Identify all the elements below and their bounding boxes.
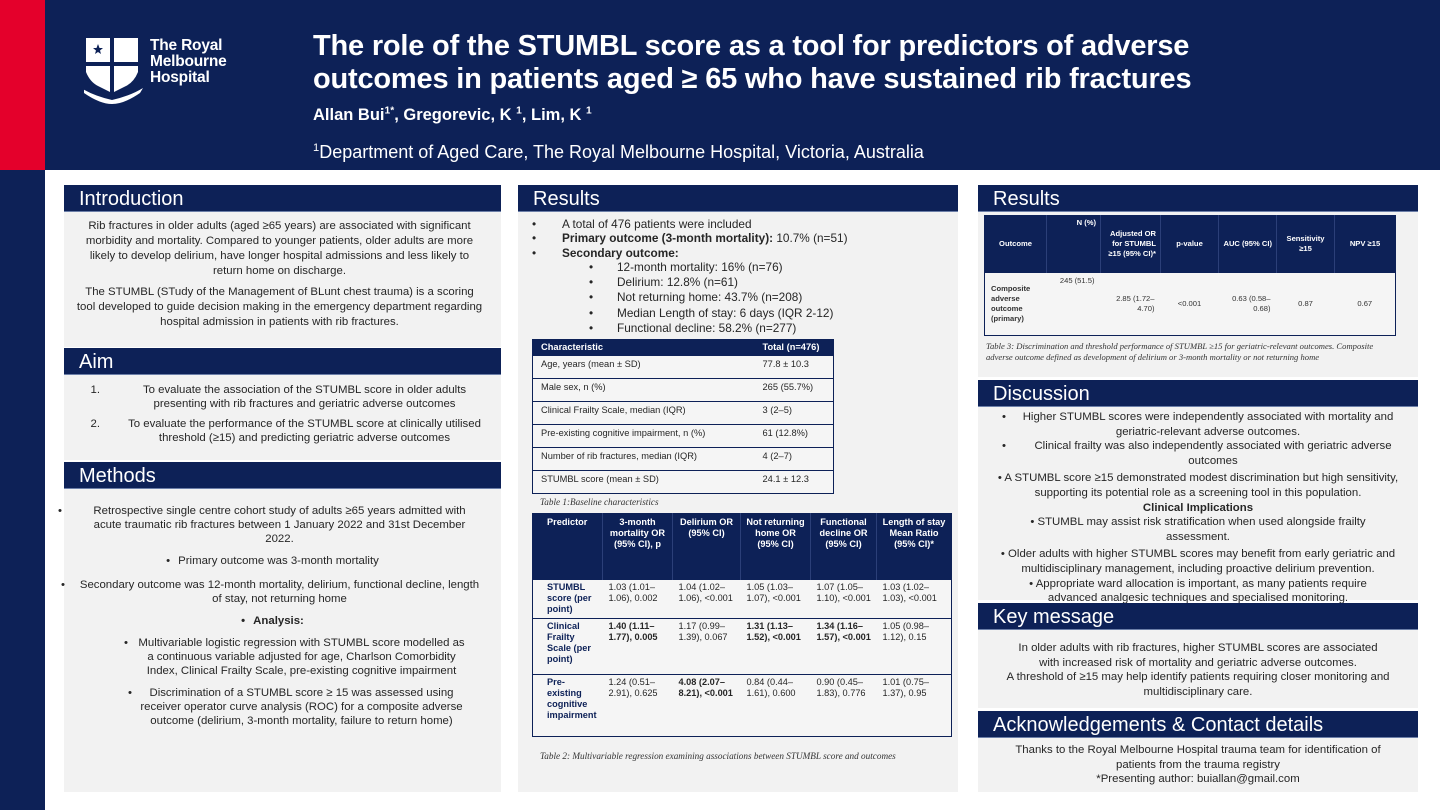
intro-paragraph: Rib fractures in older adults (aged ≥65 … [85,220,474,277]
table-row: Male sex, n (%) 265 (55.7%) [532,378,834,402]
section-heading: Results [518,185,958,212]
methods-bullet: • Retrospective single centre cohort stud… [58,505,466,545]
aim-item: 2. To evaluate the performance of the ST… [90,418,481,444]
table-row: Clinical Frailty Scale (per point) 1.40 … [532,618,952,675]
section-heading: Discussion [978,380,1418,407]
table-header: Characteristic [532,339,755,356]
table-row: Age, years (mean ± SD) 77.8 ± 10.3 [532,355,834,379]
results-section-right: Results Outcome N (%) Adjusted OR for ST… [978,185,1418,377]
section-heading: Introduction [64,185,501,212]
poster-title: The role of the STUMBL score as a tool f… [313,30,1192,95]
methods-sub-bullet: • Multivariable logistic regression with … [124,637,465,677]
discussion-bullet: • Higher STUMBL scores were independently… [1002,411,1394,438]
discussion-section: Discussion • Higher STUMBL scores were in… [978,380,1418,604]
affiliation: 1Department of Aged Care, The Royal Melb… [313,142,924,162]
contact-email: *Presenting author: buiallan@gmail.com [1096,773,1300,786]
key-message-line: In older adults with rib fractures, high… [1018,642,1378,669]
acknowledgement-line: Thanks to the Royal Melbourne Hospital t… [1015,744,1381,771]
key-message-section: Key message In older adults with rib fra… [978,603,1418,708]
section-heading: Results [978,185,1418,212]
results-sub-bullet: • Functional decline: 58.2% (n=277) [589,320,797,335]
section-heading: Key message [978,603,1418,630]
baseline-characteristics-table: Characteristic Total (n=476) Age, years … [532,339,834,494]
section-heading: Acknowledgements & Contact details [978,711,1418,738]
table-row: Composite adverse outcome (primary) 245 … [984,272,1396,336]
methods-bullet: Primary outcome was 3-month mortality [64,554,481,568]
table-row: Number of rib fractures, median (IQR) 4 (… [532,447,834,471]
table2-caption: Table 2: Multivariable regression examin… [540,751,896,761]
results-bullet: • Secondary outcome: [532,245,679,260]
table-row: Pre-existing cognitive impairment 1.24 (… [532,674,952,737]
discussion-bullet: • Clinical frailty was also independently… [1002,440,1392,467]
table-header-row: Predictor 3-month mortality OR (95% CI),… [532,513,952,580]
table-header-row: Characteristic Total (n=476) [532,339,834,356]
results-sub-bullet: • Delirium: 12.8% (n=61) [589,275,738,290]
section-heading: Methods [64,462,501,489]
intro-paragraph: The STUMBL (STudy of the Management of B… [76,286,483,328]
results-section-left: Results • A total of 476 patients were in… [518,185,958,792]
clinical-implications-heading: Clinical Implications [1142,501,1254,514]
accent-strip-navy [0,170,45,810]
implication-line: • Appropriate ward allocation is importa… [1029,577,1367,605]
table-row: Pre-existing cognitive impairment, n (%)… [532,424,834,448]
methods-bullet: Analysis: [64,614,481,628]
key-message-line: A threshold of ≥15 may help identify pat… [1006,671,1390,698]
table-row: STUMBL score (mean ± SD) 24.1 ± 12.3 [532,470,834,494]
introduction-section: Introduction Rib fractures in older adul… [64,185,501,347]
poster-header [45,0,1440,170]
discussion-line: • A STUMBL score ≥15 demonstrated modest… [997,472,1399,499]
acknowledgements-section: Acknowledgements & Contact details Thank… [978,711,1418,792]
results-bullet: • Primary outcome (3-month mortality): 10… [532,231,848,246]
implication-line: • STUMBL may assist risk stratification … [1030,516,1366,543]
results-summary-list: • A total of 476 patients were included •… [518,217,958,336]
section-heading: Aim [64,348,501,375]
discrimination-table: Outcome N (%) Adjusted OR for STUMBL ≥15… [984,215,1396,336]
methods-sub-bullet: • Discrimination of a STUMBL score ≥ 15 w… [128,687,463,727]
table-header-row: Outcome N (%) Adjusted OR for STUMBL ≥15… [984,215,1396,273]
aim-item: 1. To evaluate the association of the ST… [90,384,467,410]
regression-table: Predictor 3-month mortality OR (95% CI),… [532,513,952,737]
results-sub-bullet: • 12-month mortality: 16% (n=76) [589,259,783,274]
aim-section: Aim 1. To evaluate the association of th… [64,348,501,460]
accent-strip-red [0,0,45,170]
results-bullet: • A total of 476 patients were included [532,217,752,231]
table3-caption: Table 3: Discrimination and threshold pe… [986,341,1374,362]
hospital-logo-text: The Royal Melbourne Hospital [150,37,227,86]
table-row: Clinical Frailty Scale, median (IQR) 3 (2… [532,401,834,425]
methods-section: Methods • Retrospective single centre coh… [58,462,501,792]
table-header: Total (n=476) [754,339,834,356]
table1-caption: Table 1:Baseline characteristics [540,497,659,507]
results-sub-bullet: • Not returning home: 43.7% (n=208) [589,290,803,305]
author-list: Allan Bui1*, Gregorevic, K 1, Lim, K 1 [313,105,592,124]
methods-bullet: • Secondary outcome was 12-month mortalit… [61,579,480,605]
implication-line: • Older adults with higher STUMBL scores… [1000,548,1396,575]
results-sub-bullet: • Median Length of stay: 6 days (IQR 2-12… [589,305,834,320]
hospital-shield-logo-icon [84,38,143,104]
table-row: STUMBL score (per point) 1.03 (1.01–1.06… [532,579,952,619]
